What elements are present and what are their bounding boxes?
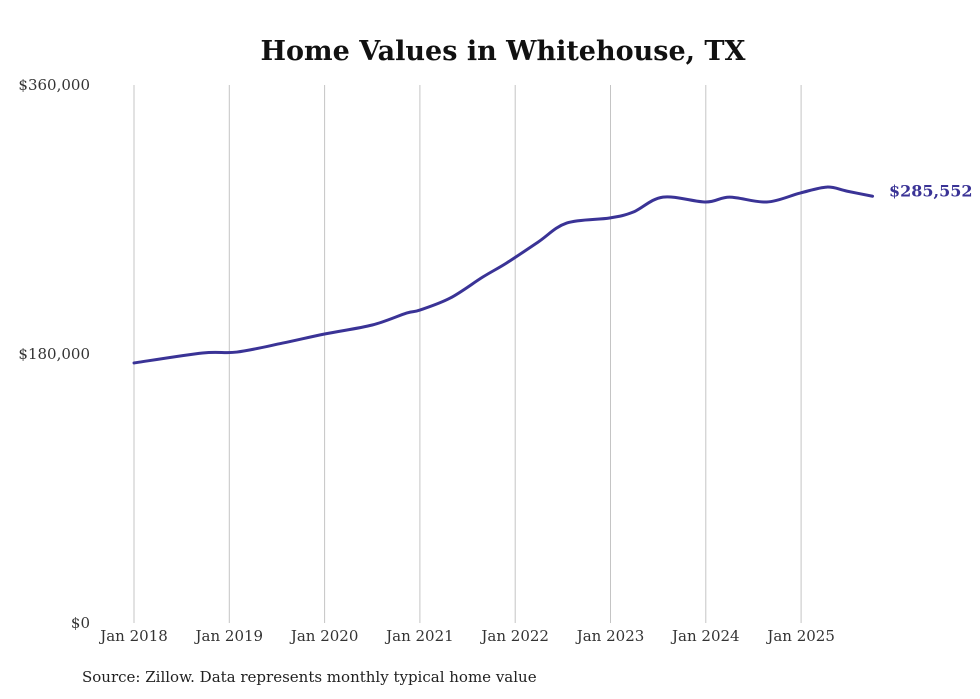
gridlines [133, 85, 802, 623]
x-tick-label: Jan 2018 [98, 627, 168, 645]
end-value-label: $285,552 [889, 181, 973, 200]
source-note: Source: Zillow. Data represents monthly … [82, 668, 537, 686]
y-axis: $0 $180,000 $360,000 [18, 76, 90, 632]
x-tick-label: Jan 2019 [194, 627, 264, 645]
series-line [132, 185, 875, 365]
x-axis: Jan 2018 Jan 2019 Jan 2020 Jan 2021 Jan 2022… [98, 627, 835, 645]
y-tick-label: $360,000 [18, 76, 90, 94]
y-tick-label: $0 [71, 614, 90, 632]
x-tick-label: Jan 2024 [670, 627, 740, 645]
x-tick-label: Jan 2023 [575, 627, 645, 645]
x-tick-label: Jan 2025 [765, 627, 835, 645]
x-tick-label: Jan 2020 [289, 627, 359, 645]
chart-title: Home Values in Whitehouse, TX [261, 36, 746, 67]
x-tick-label: Jan 2021 [384, 627, 454, 645]
x-tick-label: Jan 2022 [479, 627, 549, 645]
y-tick-label: $180,000 [18, 345, 90, 363]
